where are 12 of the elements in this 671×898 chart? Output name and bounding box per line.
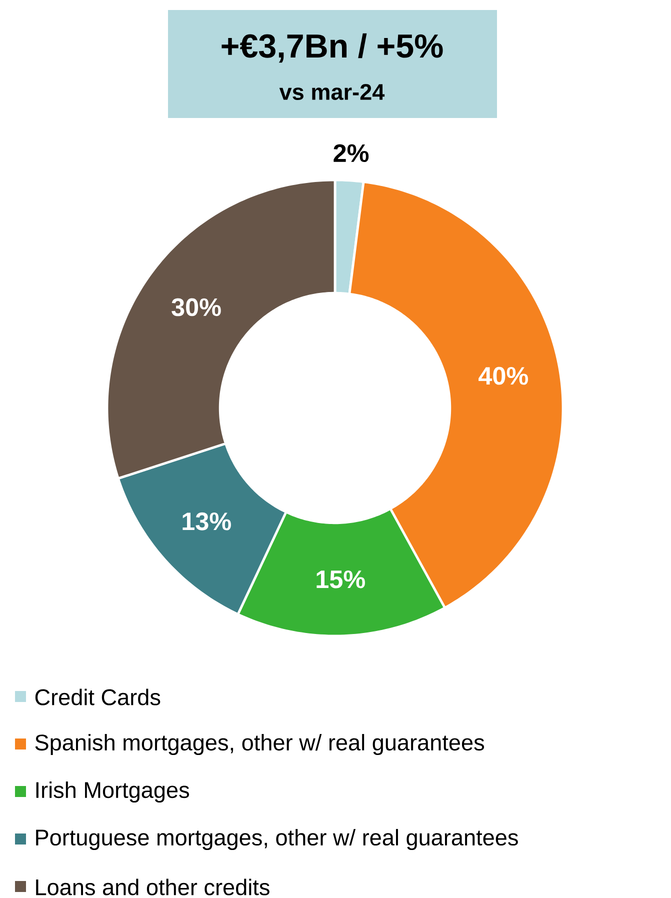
legend-label: Portuguese mortgages, other w/ real guarantees xyxy=(36,828,518,850)
legend-label: Irish Mortgages xyxy=(36,781,190,803)
data-label: 40% xyxy=(478,366,528,385)
legend-label: Credit Cards xyxy=(35,688,160,706)
data-label: 13% xyxy=(182,512,231,530)
legend-label: Spanish mortgages, other w/ real guarantees xyxy=(35,734,484,756)
data-label: 2% xyxy=(334,144,369,162)
data-label: 15% xyxy=(316,570,365,588)
chart-title: +€3,7Bn / +5% xyxy=(222,33,443,63)
chart-subtitle: vs mar-24 xyxy=(279,84,385,100)
legend-label: Loans and other credits xyxy=(36,878,270,896)
data-label: 30% xyxy=(172,298,221,316)
